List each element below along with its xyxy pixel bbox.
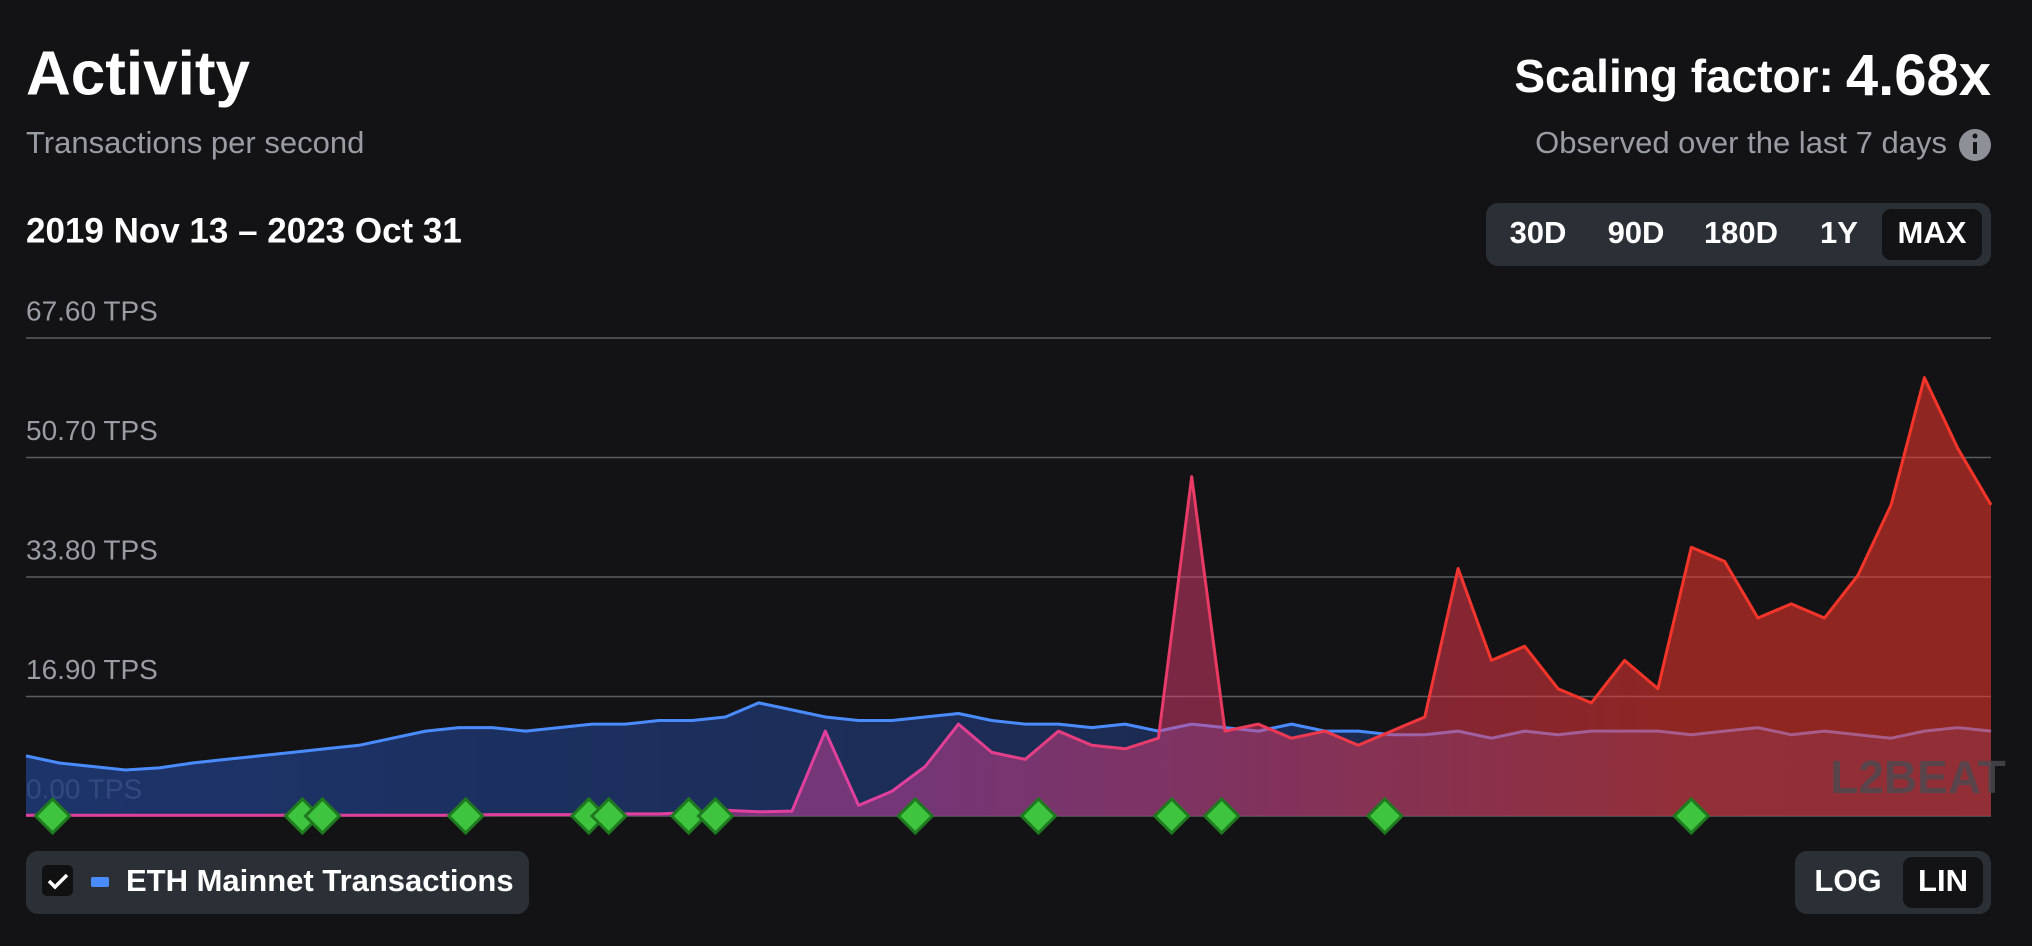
range-button[interactable]: 90D xyxy=(1608,215,1665,250)
scale-button-active xyxy=(1903,857,1983,908)
milestone[interactable] xyxy=(696,796,735,836)
range-selector xyxy=(1486,203,1991,266)
scaling-factor: Scaling factor: 4.68x xyxy=(1514,43,1991,108)
milestone[interactable] xyxy=(589,796,628,836)
milestone[interactable] xyxy=(669,796,708,836)
milestone[interactable] xyxy=(33,796,72,836)
range-button[interactable]: 30D xyxy=(1510,215,1567,250)
subtitle: Transactions per second xyxy=(26,125,364,160)
milestone[interactable] xyxy=(283,796,322,836)
legend xyxy=(26,851,529,914)
date-range: 2019 Nov 13 – 2023 Oct 31 xyxy=(26,211,462,250)
milestone[interactable] xyxy=(446,796,485,836)
scale-button[interactable]: LIN xyxy=(1918,863,1968,898)
area-line xyxy=(26,376,1993,817)
legend-label: ETH Mainnet Transactions xyxy=(126,863,514,898)
scaling-value: 4.68x xyxy=(1846,43,1991,108)
milestone[interactable] xyxy=(1365,796,1404,836)
watermark: L2BEAT xyxy=(1830,751,2006,803)
milestone[interactable] xyxy=(1672,796,1711,836)
milestone[interactable] xyxy=(1019,796,1058,836)
milestone[interactable] xyxy=(569,796,608,836)
scaling-label: Scaling factor: xyxy=(1514,50,1834,102)
y-tick-label: 67.60 TPS xyxy=(26,295,158,326)
legend-swatch xyxy=(91,877,109,887)
area-fill xyxy=(26,377,1991,816)
range-button-active xyxy=(1882,209,1982,260)
observed-note: Observed over the last 7 days xyxy=(1535,125,1947,160)
milestone[interactable] xyxy=(896,796,935,836)
y-tick-label: 16.90 TPS xyxy=(26,654,158,685)
milestone[interactable] xyxy=(1202,796,1241,836)
title: Activity xyxy=(26,39,250,108)
y-tick-label: 33.80 TPS xyxy=(26,534,158,565)
checkmark xyxy=(47,873,69,890)
legend-checkbox[interactable] xyxy=(42,865,73,896)
milestone[interactable] xyxy=(303,796,342,836)
info-icon[interactable] xyxy=(1959,129,1991,161)
y-tick-label: 50.70 TPS xyxy=(26,415,158,446)
range-button[interactable]: 1Y xyxy=(1820,215,1858,250)
scale-button[interactable]: LOG xyxy=(1814,863,1881,898)
range-button[interactable]: MAX xyxy=(1898,215,1967,250)
range-button[interactable]: 180D xyxy=(1704,215,1778,250)
milestone[interactable] xyxy=(1152,796,1191,836)
